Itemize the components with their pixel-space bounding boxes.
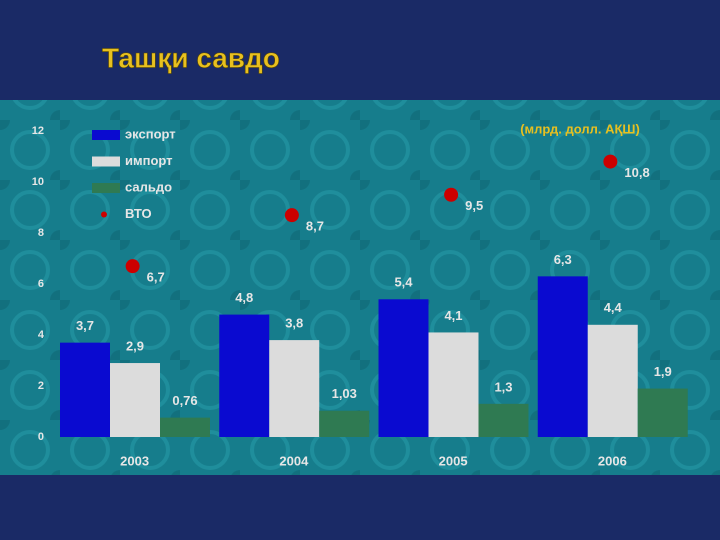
point	[603, 154, 618, 169]
bar	[537, 276, 588, 437]
y-tick-label: 4	[38, 329, 45, 341]
bar	[478, 403, 529, 437]
bar	[269, 340, 320, 437]
legend-label: ВТО	[125, 206, 152, 221]
y-tick-label: 8	[38, 227, 44, 239]
legend-marker	[101, 211, 107, 218]
data-label: 1,03	[332, 386, 357, 401]
data-label: 9,5	[465, 198, 483, 213]
bar	[110, 363, 160, 437]
data-label: 1,3	[494, 379, 512, 394]
data-label: 4,8	[235, 290, 253, 305]
bar	[319, 410, 370, 437]
legend-label: сальдо	[125, 179, 172, 194]
x-tick-label: 2006	[598, 453, 627, 468]
bar	[637, 388, 688, 437]
y-tick-label: 6	[38, 278, 44, 290]
data-label: 6,3	[554, 252, 572, 267]
x-tick-label: 2005	[439, 453, 468, 468]
point	[444, 187, 459, 202]
legend-swatch	[92, 156, 120, 167]
bar	[378, 299, 429, 437]
y-tick-label: 10	[32, 176, 44, 188]
data-label: 4,1	[444, 308, 462, 323]
legend-label: импорт	[125, 153, 173, 168]
chart-title: Ташқи савдо	[102, 42, 280, 73]
bar	[219, 314, 270, 437]
bar	[587, 324, 638, 437]
point	[125, 259, 140, 274]
data-label: 5,4	[394, 275, 413, 290]
bar	[428, 332, 479, 437]
y-tick-label: 12	[32, 125, 44, 137]
data-label: 1,9	[654, 364, 672, 379]
legend-label: экспорт	[125, 126, 176, 141]
data-label: 8,7	[306, 219, 324, 234]
data-label: 3,8	[285, 316, 303, 331]
unit-note: (млрд. долл. АҚШ)	[520, 121, 640, 136]
x-tick-label: 2003	[120, 453, 149, 468]
data-label: 3,7	[76, 318, 94, 333]
bar	[60, 342, 110, 437]
data-label: 4,4	[604, 300, 623, 315]
data-label: 0,76	[172, 393, 197, 408]
x-tick-label: 2004	[279, 453, 309, 468]
legend-swatch	[92, 183, 120, 193]
legend-swatch	[92, 130, 120, 140]
y-tick-label: 0	[38, 431, 44, 443]
data-label: 2,9	[126, 338, 144, 353]
data-label: 10,8	[624, 165, 649, 180]
y-tick-label: 2	[38, 380, 44, 392]
bar	[160, 417, 210, 437]
point	[284, 208, 299, 223]
data-label: 6,7	[147, 270, 165, 285]
